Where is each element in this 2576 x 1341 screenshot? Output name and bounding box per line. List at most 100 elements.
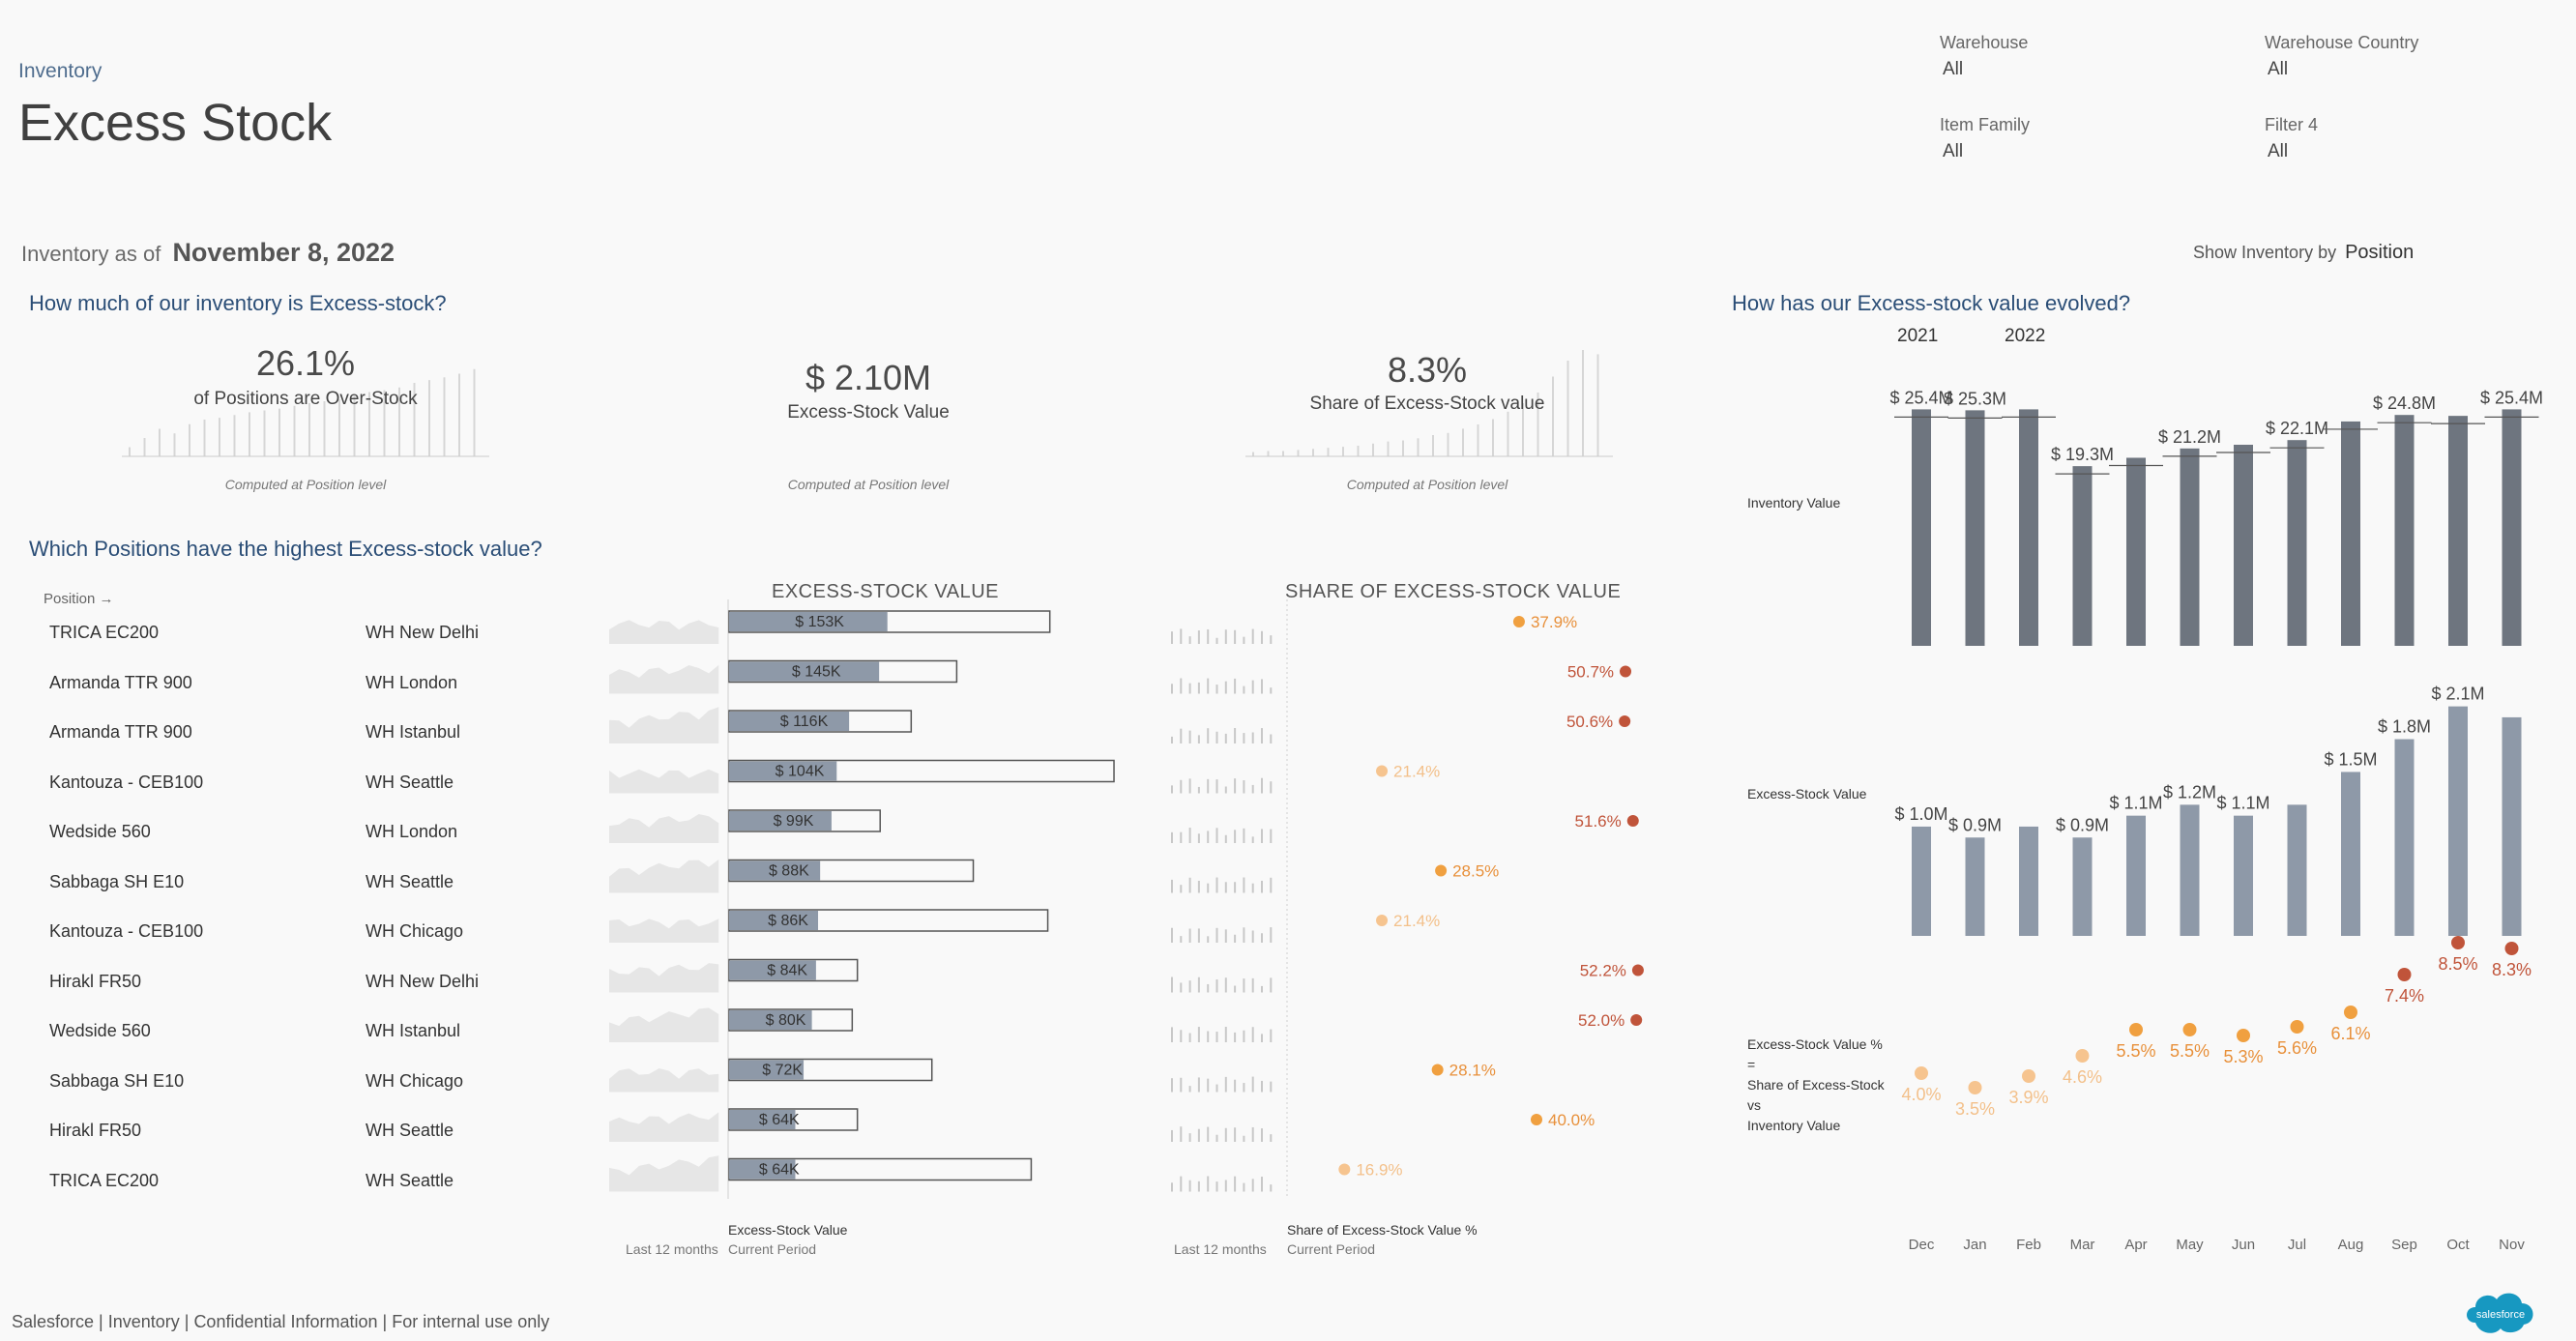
page-title: Excess Stock xyxy=(18,94,333,152)
filter-label: Item Family xyxy=(1940,115,2031,134)
excess-bar-label: $ 99K xyxy=(774,813,814,830)
excess-bar-label: $ 64K xyxy=(759,1112,800,1128)
inventory-value-bar xyxy=(2072,466,2093,646)
show-inventory-by[interactable]: Show Inventory by Position xyxy=(2193,242,2414,264)
inventory-value-bar xyxy=(2448,416,2468,646)
excess-value-bar xyxy=(2502,716,2522,936)
row-warehouse-name[interactable]: WH London xyxy=(366,822,458,841)
excess-trend-area xyxy=(609,859,719,893)
excess-value-bar xyxy=(2394,739,2415,936)
row-warehouse-name[interactable]: WH Istanbul xyxy=(366,1021,461,1040)
excess-bar xyxy=(729,1110,796,1129)
excess-bar-label: $ 145K xyxy=(792,664,841,681)
excess-bar-label: $ 116K xyxy=(780,714,829,730)
share-dot-label: 28.1% xyxy=(1449,1062,1496,1080)
filter-warehouse[interactable]: Warehouse All xyxy=(1940,33,2028,80)
kpi-share-value: 8.3% xyxy=(1387,350,1468,390)
row-item-name[interactable]: Hirakl FR50 xyxy=(49,1121,142,1140)
position-header[interactable]: Position → xyxy=(44,591,114,607)
kpi-excess-label: Excess-Stock Value xyxy=(787,402,950,423)
filter-value[interactable]: All xyxy=(1943,141,1964,161)
evolution-charts: 2021 2022$ 25.4M$ 25.3M$ 19.3M$ 21.2M $ 22… xyxy=(1889,326,2543,1253)
row-warehouse-name[interactable]: WH Chicago xyxy=(366,1070,464,1091)
kpi-excess-note: Computed at Position level xyxy=(787,477,950,492)
excess-value-bar xyxy=(2448,706,2468,936)
excess-trend-area xyxy=(609,769,719,794)
row-warehouse-name[interactable]: WH Istanbul xyxy=(366,722,461,742)
excess-bar-label: $ 86K xyxy=(768,913,808,929)
row-item-name[interactable]: Sabbaga SH E10 xyxy=(49,871,185,891)
filter-warehouse-country[interactable]: Warehouse Country All xyxy=(2265,33,2418,80)
row-item-name[interactable]: Sabbaga SH E10 xyxy=(49,1070,185,1091)
row-warehouse-name[interactable]: WH Seattle xyxy=(366,1121,454,1140)
inventory-value-label: $ 22.1M xyxy=(2266,419,2328,438)
excess-trend-area xyxy=(609,620,719,644)
show-by-label: Show Inventory by xyxy=(2193,243,2337,262)
kpi-share-label: Share of Excess-Stock value xyxy=(1309,394,1545,414)
row-warehouse-name[interactable]: WH New Delhi xyxy=(366,971,480,991)
excess-bar-label: $ 64K xyxy=(759,1162,800,1179)
share-axis-line: = xyxy=(1747,1057,1756,1072)
share-measure-label: Share of Excess-Stock Value % xyxy=(1287,1222,1478,1238)
row-item-name[interactable]: Wedside 560 xyxy=(49,822,151,841)
row-warehouse-name[interactable]: WH Seattle xyxy=(366,1170,454,1190)
share-dot xyxy=(1531,1114,1542,1125)
filter-value[interactable]: All xyxy=(2268,141,2289,161)
share-last12-label: Last 12 months xyxy=(1174,1241,1267,1257)
excess-bar xyxy=(729,612,888,631)
excess-bar-label: $ 72K xyxy=(762,1063,803,1079)
excess-trend-area xyxy=(609,664,719,694)
share-percent-dot xyxy=(1968,1081,1982,1094)
row-item-name[interactable]: TRICA EC200 xyxy=(49,623,160,642)
row-item-name[interactable]: Kantouza - CEB100 xyxy=(49,772,204,792)
excess-value-bar xyxy=(2287,804,2307,936)
filter-value[interactable]: All xyxy=(2268,59,2289,79)
month-tick-label: Oct xyxy=(2446,1237,2470,1253)
excess-value-label: $ 1.0M xyxy=(1894,804,1947,824)
row-item-name[interactable]: Armanda TTR 900 xyxy=(49,672,192,692)
share-percent-label: 3.9% xyxy=(2008,1088,2048,1107)
share-percent-dot xyxy=(2075,1049,2090,1063)
row-item-name[interactable]: Kantouza - CEB100 xyxy=(49,921,204,941)
share-axis-label: Excess-Stock Value % = Share of Excess-S… xyxy=(1747,1035,1885,1136)
row-item-name[interactable]: Wedside 560 xyxy=(49,1021,151,1040)
filter-label: Filter 4 xyxy=(2265,115,2319,134)
share-percent-dot xyxy=(2397,968,2412,981)
share-dot xyxy=(1620,665,1632,678)
share-period-label: Current Period xyxy=(1287,1241,1376,1257)
row-item-name[interactable]: Hirakl FR50 xyxy=(49,971,142,991)
filter-4[interactable]: Filter 4 All xyxy=(2265,115,2318,162)
share-axis-line: Inventory Value xyxy=(1747,1118,1841,1133)
excess-period-label: Current Period xyxy=(728,1241,817,1257)
excess-value-bar xyxy=(2234,815,2253,936)
share-percent-dot xyxy=(2504,942,2519,955)
row-item-name[interactable]: Armanda TTR 900 xyxy=(49,722,192,742)
row-warehouse-name[interactable]: WH New Delhi xyxy=(366,623,480,642)
share-dot-label: 50.6% xyxy=(1566,713,1613,731)
breadcrumb: Inventory xyxy=(18,60,102,82)
inventory-value-bar xyxy=(2287,440,2307,646)
row-item-name[interactable]: TRICA EC200 xyxy=(49,1170,160,1190)
row-warehouse-name[interactable]: WH Seattle xyxy=(366,871,454,891)
share-dot xyxy=(1512,616,1525,627)
share-dot-label: 37.9% xyxy=(1531,613,1577,631)
excess-value-bar xyxy=(2126,815,2146,936)
inventory-value-label: $ 24.8M xyxy=(2373,394,2436,413)
share-dot-label: 28.5% xyxy=(1452,862,1499,881)
excess-bar-label: $ 88K xyxy=(769,863,809,880)
row-warehouse-name[interactable]: WH Chicago xyxy=(366,921,464,941)
row-warehouse-name[interactable]: WH London xyxy=(366,672,458,692)
filter-item-family[interactable]: Item Family All xyxy=(1940,115,2030,162)
share-percent-label: 7.4% xyxy=(2385,986,2424,1006)
share-dot-label: 21.4% xyxy=(1393,912,1440,930)
as-of-label: Inventory as of xyxy=(21,242,161,266)
share-percent-label: 3.5% xyxy=(1955,1099,1995,1119)
excess-value-label: $ 1.1M xyxy=(2216,794,2269,813)
filter-value[interactable]: All xyxy=(1943,59,1964,79)
inventory-value-axis-label: Inventory Value xyxy=(1747,495,1841,510)
excess-bar xyxy=(729,1010,812,1030)
show-by-value[interactable]: Position xyxy=(2345,242,2415,263)
kpi-overstock-sparkline xyxy=(122,368,489,457)
row-warehouse-name[interactable]: WH Seattle xyxy=(366,772,454,792)
excess-trend-area xyxy=(609,1155,719,1192)
